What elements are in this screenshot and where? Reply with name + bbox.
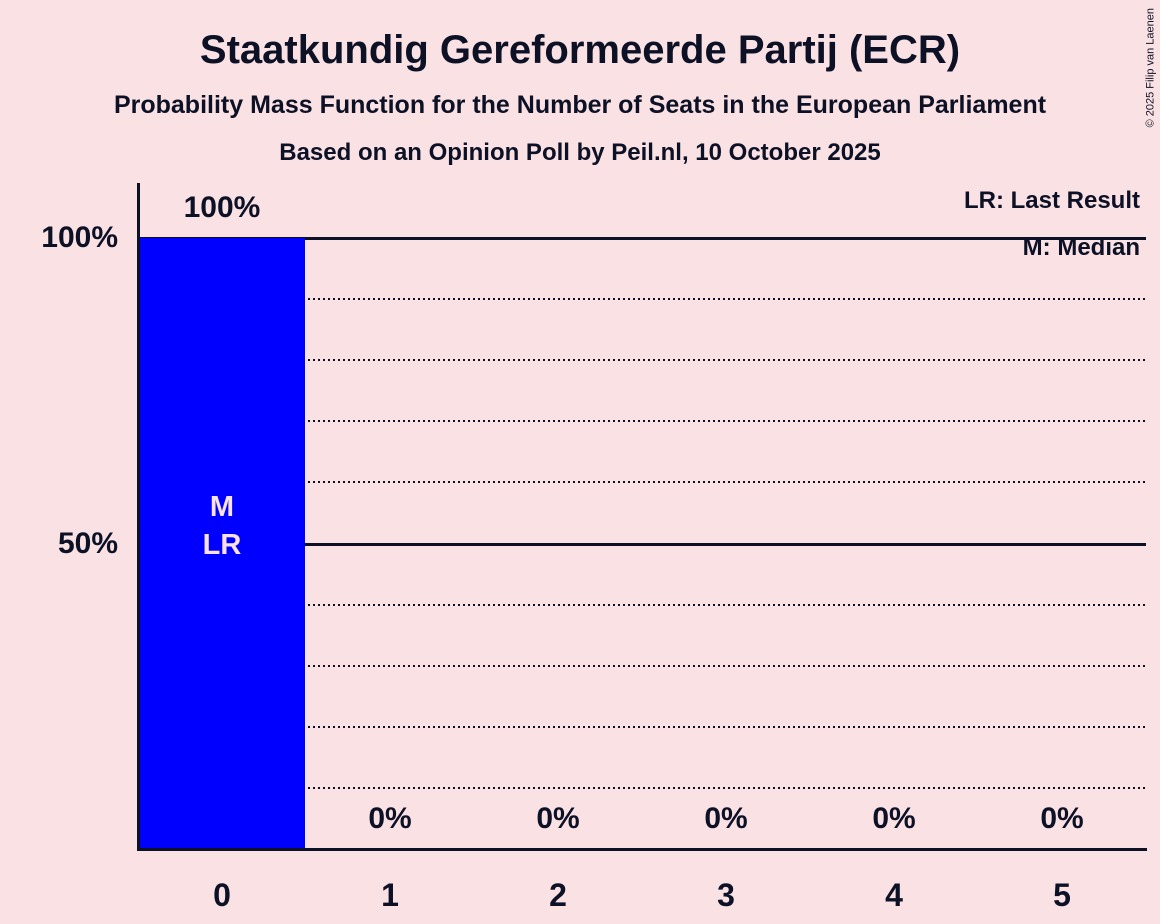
bar-value-label-3: 0% (704, 802, 748, 835)
x-axis-line (137, 848, 1147, 851)
y-axis-label-100pct: 100% (41, 221, 118, 254)
bar-annotation-0: M LR (138, 488, 306, 564)
y-axis-line (137, 183, 140, 851)
copyright-notice: © 2025 Filip van Laenen (1144, 8, 1156, 128)
gridline-dotted-60pct (138, 481, 1146, 484)
annotation-line-m: M (209, 490, 235, 523)
bar-value-label-1: 0% (368, 802, 412, 835)
gridline-solid-100pct (138, 237, 1146, 240)
legend-last-result: LR: Last Result (963, 187, 1140, 214)
x-axis-label-0: 0 (213, 877, 231, 913)
plot-area: 100% M LR 0 0% 1 0% 2 0% 3 0% 4 0% 5 (138, 183, 1146, 913)
gridline-dotted-20pct (138, 725, 1146, 728)
gridline-dotted-30pct (138, 664, 1146, 667)
legend-median: M: Median (1022, 234, 1140, 261)
bar-value-label-5: 0% (1040, 802, 1084, 835)
bar-value-label-0: 100% (183, 191, 261, 224)
y-axis-label-50pct: 50% (57, 526, 118, 560)
annotation-line-lr: LR (202, 528, 242, 561)
x-axis-label-4: 4 (885, 877, 903, 913)
gridline-dotted-10pct (138, 786, 1146, 789)
bar-value-label-4: 0% (872, 802, 916, 835)
x-axis-label-2: 2 (549, 877, 567, 913)
gridline-dotted-80pct (138, 359, 1146, 362)
chart-title: Staatkundig Gereformeerde Partij (ECR) (199, 28, 961, 72)
x-axis-label-5: 5 (1053, 877, 1071, 913)
chart-subtitle: Probability Mass Function for the Number… (113, 91, 1047, 119)
bar-seats-0 (139, 238, 305, 849)
gridline-solid-50pct (138, 542, 1146, 546)
gridline-dotted-90pct (138, 298, 1146, 301)
y-axis-labels: 100% 50% (0, 183, 118, 850)
gridline-dotted-40pct (138, 603, 1146, 606)
x-axis-label-1: 1 (381, 877, 399, 913)
gridline-dotted-70pct (138, 420, 1146, 423)
x-axis-label-3: 3 (717, 877, 735, 913)
chart-poll-source: Based on an Opinion Poll by Peil.nl, 10 … (279, 139, 881, 166)
bar-value-label-2: 0% (536, 802, 580, 835)
